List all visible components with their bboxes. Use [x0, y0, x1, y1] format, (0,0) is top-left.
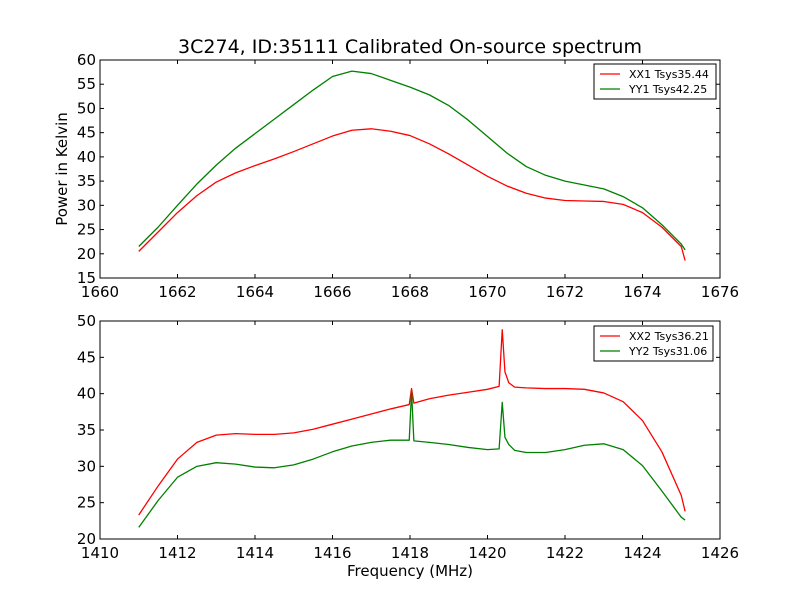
legend-label-1: XX1 Tsys35.44: [629, 68, 709, 81]
x-tick-label: 1424: [623, 544, 661, 562]
y-tick-label: 35: [77, 421, 96, 439]
legend-box: [593, 325, 714, 362]
y-tick-label: 60: [77, 51, 96, 69]
x-tick-label: 1422: [546, 544, 584, 562]
x-tick-label: 1418: [391, 544, 429, 562]
y-tick-label: 50: [77, 99, 96, 117]
legend-label-2: YY1 Tsys42.25: [628, 83, 707, 96]
x-tick-label: 1668: [391, 283, 429, 301]
y-tick-label: 45: [77, 348, 96, 366]
y-tick-label: 40: [77, 385, 96, 403]
x-tick-label: 1412: [158, 544, 196, 562]
legend-label-2: YY2 Tsys31.06: [628, 345, 707, 358]
x-axis-label: Frequency (MHz): [347, 562, 473, 580]
y-tick-label: 45: [77, 124, 96, 142]
series-line-2: [138, 70, 686, 251]
legend-box: [593, 63, 717, 100]
y-tick-label: 40: [77, 148, 96, 166]
y-tick-label: 55: [77, 75, 96, 93]
x-tick-label: 1420: [468, 544, 506, 562]
y-tick-label: 25: [77, 494, 96, 512]
y-axis-label: Power in Kelvin: [53, 112, 71, 226]
y-tick-label: 15: [77, 269, 96, 287]
y-tick-label: 20: [77, 530, 96, 548]
top-plot: 1660 1662 1664 1666 1668 1670 1672 1674 1676 15 20…: [77, 51, 739, 301]
y-tick-label: 25: [77, 221, 96, 239]
x-tick-label: 1670: [468, 283, 506, 301]
x-tick-label: 1672: [546, 283, 584, 301]
x-tick-label: 1674: [623, 283, 661, 301]
x-tick-label: 1664: [236, 283, 274, 301]
series-line-1: [138, 329, 686, 516]
y-tick-label: 50: [77, 312, 96, 330]
chart-title: 3C274, ID:35111 Calibrated On-source spe…: [178, 36, 642, 58]
x-tick-label: 1410: [81, 544, 119, 562]
series-line-1: [138, 128, 686, 261]
x-tick-label: 1662: [158, 283, 196, 301]
x-tick-label: 1660: [81, 283, 119, 301]
bottom-plot: 1410 1412 1414 1416 1418 1420 1422 1424 1426 20 25…: [77, 312, 739, 562]
series-line-2: [138, 390, 686, 528]
x-tick-label: 1416: [313, 544, 351, 562]
y-tick-label: 30: [77, 196, 96, 214]
y-tick-label: 30: [77, 457, 96, 475]
y-tick-label: 20: [77, 245, 96, 263]
y-tick-label: 35: [77, 172, 96, 190]
x-tick-label: 1426: [701, 544, 739, 562]
x-tick-label: 1666: [313, 283, 351, 301]
x-tick-label: 1676: [701, 283, 739, 301]
x-tick-label: 1414: [236, 544, 274, 562]
legend-label-1: XX2 Tsys36.21: [629, 330, 709, 343]
